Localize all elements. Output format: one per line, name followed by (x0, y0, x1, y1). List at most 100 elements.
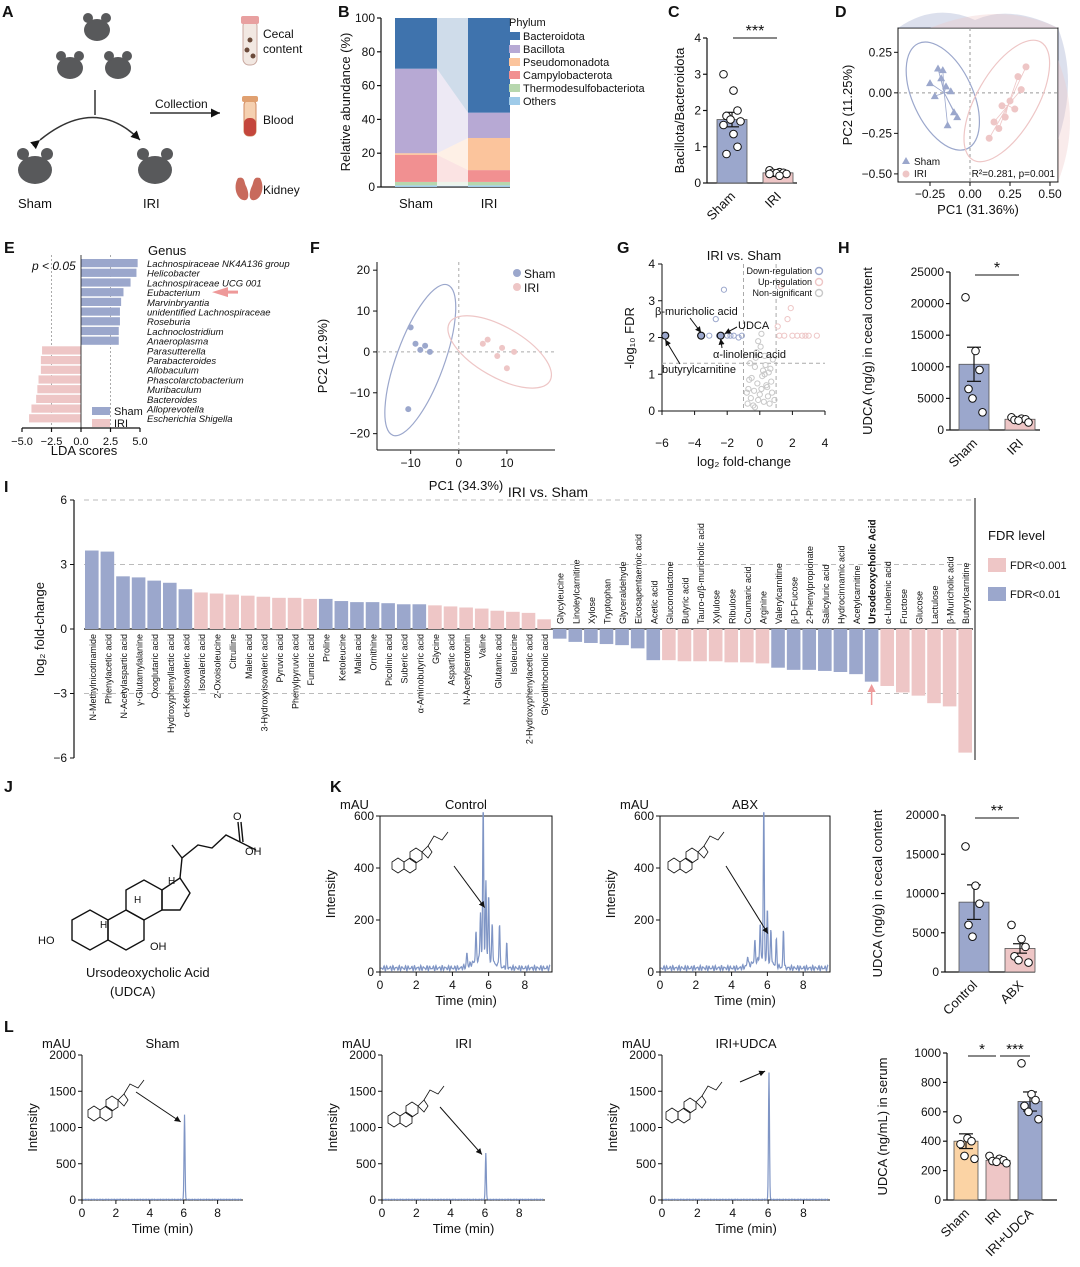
data-point (802, 332, 809, 339)
y-axis-title: Intensity (605, 1103, 620, 1152)
fc-bar (724, 629, 739, 663)
y-tick-label: 1000 (349, 1121, 376, 1135)
x-tick-label: 2 (694, 1206, 701, 1220)
lda-bar (81, 288, 124, 297)
panel-l-label: L (4, 1019, 14, 1036)
data-point (971, 346, 980, 356)
metabolite-label: Ribulose (727, 589, 737, 624)
y-tick-label: 0 (647, 965, 654, 979)
fc-bar (833, 629, 848, 672)
flow-band (437, 154, 468, 182)
ring (685, 847, 699, 864)
ring (117, 1093, 129, 1107)
data-point (755, 338, 762, 345)
data-point (926, 79, 934, 87)
y-axis-title: UDCA (ng/g) in cecal content (860, 267, 875, 435)
lda-bar (81, 278, 131, 287)
data-point (494, 353, 501, 359)
legend-label: FDR<0.01 (1010, 589, 1060, 601)
metabolite-label: Glucose (914, 591, 924, 624)
y-tick-label: 20 (357, 263, 371, 277)
h-label: H (134, 895, 141, 906)
x-tick-label: ABX (997, 977, 1026, 1006)
y-tick-label: 3 (60, 558, 67, 572)
data-point (759, 372, 766, 380)
flow-band (437, 18, 468, 113)
data-point (768, 389, 776, 396)
legend-label: Non-significant (752, 288, 812, 298)
confidence-ellipse (384, 283, 457, 437)
data-point (956, 1139, 965, 1149)
genus-label: Muribaculum (147, 385, 201, 396)
metabolite-label: N-Acetylaspartic acid (119, 634, 129, 719)
fc-bar (131, 577, 146, 629)
x-tick-label: 4 (728, 978, 735, 992)
spider-line (1007, 76, 1019, 106)
stack-segment (395, 154, 437, 182)
y-tick-label: 1 (694, 140, 701, 154)
y-tick-label: 3 (648, 294, 655, 308)
significance: ** (991, 803, 1003, 820)
fc-bar (287, 597, 302, 629)
data-point (720, 286, 728, 293)
metabolite-label: Picolinic acid (384, 634, 394, 686)
fc-bar (506, 611, 520, 629)
y-tick-label: 10000 (906, 887, 940, 901)
genus-label: Lachnoclostridium (147, 327, 224, 338)
metabolite-label: Glutamic acid (493, 634, 503, 689)
y-tick-label: 0 (694, 176, 701, 190)
genus-label: Helicobacter (147, 269, 201, 280)
ring (665, 1107, 679, 1124)
fc-bar (490, 610, 505, 629)
data-point (412, 340, 419, 347)
legend-swatch (902, 157, 910, 164)
fc-bar (334, 601, 349, 629)
metabolite-label: Glycyleucine (556, 573, 566, 624)
panel-g-label: G (617, 240, 629, 257)
fc-bar (927, 629, 941, 704)
x-axis-title: PC1 (31.36%) (937, 202, 1019, 217)
collection-label: Collection (155, 97, 208, 111)
peak-arrow (453, 865, 486, 908)
data-point (758, 385, 765, 393)
data-point (760, 398, 767, 405)
cecal-label-1: Cecal (263, 27, 294, 41)
x-tick-label: 4 (447, 1206, 454, 1220)
data-point (751, 363, 759, 370)
highlighted-point (661, 331, 670, 340)
data-point (985, 134, 993, 142)
data-point (751, 404, 759, 411)
x-axis-title: Time (min) (715, 1221, 777, 1236)
y-tick-label: −3 (53, 687, 67, 701)
plot-frame (897, 27, 1059, 183)
data-point (750, 402, 757, 409)
y-tick-label: 0.25 (869, 45, 893, 59)
y-tick-label: 20000 (911, 297, 945, 311)
y-tick-label: 2000 (349, 1048, 376, 1062)
fc-bar (693, 629, 707, 662)
data-point (750, 387, 758, 394)
fc-bar (396, 604, 411, 629)
data-point (735, 334, 742, 341)
fc-bar (428, 605, 442, 629)
ring (409, 847, 423, 864)
x-tick-label: 4 (729, 1206, 736, 1220)
x-tick-label: Sham (945, 436, 980, 471)
metabolite-label: β-Muricholic acid (946, 556, 956, 624)
data-point (765, 369, 772, 376)
cecal-label-2: content (263, 42, 303, 56)
y-tick-label: 500 (356, 1157, 376, 1171)
x-tick-label: 0.25 (998, 187, 1022, 201)
data-point (942, 82, 950, 90)
y-tick-label: 1000 (629, 1121, 656, 1135)
data-point (764, 384, 771, 391)
x-tick-label: 0.00 (958, 187, 982, 201)
fc-bar (537, 619, 551, 629)
data-point (706, 332, 713, 339)
panel-h-label: H (838, 240, 850, 257)
data-point (970, 1154, 979, 1164)
annotation: butyrylcarnitine (662, 364, 736, 376)
panel-j-label: J (4, 779, 13, 796)
x-tick-label: 0 (379, 1206, 386, 1220)
